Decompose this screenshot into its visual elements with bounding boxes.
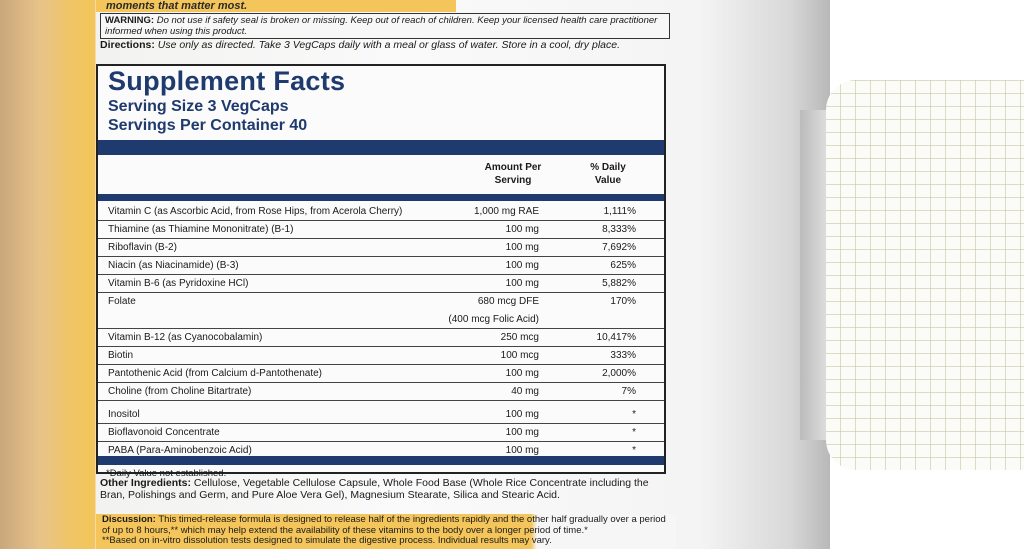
nutrient-name: Choline (from Choline Bitartrate)	[108, 386, 252, 397]
servings-per-container: Servings Per Container 40	[108, 117, 308, 134]
nutrient-name: Bioflavonoid Concentrate	[108, 427, 220, 438]
nutrient-amount: 100 mg	[505, 260, 539, 271]
nutrient-name: Folate	[108, 296, 136, 307]
serving-size: Serving Size 3 VegCaps	[108, 98, 289, 115]
nutrient-dv: *	[632, 409, 636, 420]
other-ingredients: Other Ingredients: Cellulose, Vegetable …	[100, 477, 670, 501]
nutrient-amount: 40 mg	[511, 386, 539, 397]
nutrient-dv: 10,417%	[596, 332, 636, 343]
nutrient-amount: 680 mcg DFE	[477, 296, 539, 307]
nutrient-amount: 100 mg	[505, 368, 539, 379]
facts-row: Folate 680 mcg DFE 170% (400 mcg Folic Acid…	[98, 293, 664, 329]
facts-row: Vitamin B-6 (as Pyridoxine HCl) 100 mg 5,8…	[98, 275, 664, 293]
nutrient-dv: 2,000%	[602, 368, 636, 379]
facts-row: Biotin 100 mcg 333%	[98, 347, 664, 365]
nutrient-amount-note: (400 mcg Folic Acid)	[448, 314, 539, 325]
nutrient-dv: 5,882%	[602, 278, 636, 289]
bottle-cap	[826, 80, 1024, 470]
nutrient-dv: *	[632, 445, 636, 456]
col-amount: Amount Per Serving	[484, 162, 542, 186]
divider-bar	[98, 194, 664, 201]
nutrient-name: Thiamine (as Thiamine Mononitrate) (B-1)	[108, 224, 294, 235]
nutrient-amount: 100 mg	[505, 409, 539, 420]
nutrient-amount: 100 mcg	[500, 350, 539, 361]
nutrient-amount: 1,000 mg RAE	[473, 206, 539, 217]
footnote: *Daily Value not established.	[106, 468, 227, 479]
facts-row: Inositol 100 mg *	[98, 406, 664, 424]
nutrient-amount: 100 mg	[505, 224, 539, 235]
nutrient-dv: 170%	[610, 296, 636, 307]
facts-row: Choline (from Choline Bitartrate) 40 mg 7%	[98, 383, 664, 401]
warning-text: Do not use if safety seal is broken or m…	[105, 15, 658, 37]
nutrient-dv: 1,111%	[603, 206, 636, 217]
discussion: Discussion: This timed-release formula i…	[96, 514, 676, 549]
divider-bar	[98, 456, 664, 465]
nutrient-name: Biotin	[108, 350, 134, 361]
divider-bar	[98, 140, 664, 155]
directions-text: Use only as directed. Take 3 VegCaps dai…	[154, 39, 620, 51]
facts-row: Vitamin B-12 (as Cyanocobalamin) 250 mcg 1…	[98, 329, 664, 347]
col-dv: % Daily Value	[590, 162, 626, 186]
nutrient-name: Inositol	[108, 409, 140, 420]
facts-row: Thiamine (as Thiamine Mononitrate) (B-1)…	[98, 221, 664, 239]
directions: Directions: Use only as directed. Take 3…	[100, 39, 670, 51]
nutrient-name: PABA (Para-Aminobenzoic Acid)	[108, 445, 252, 456]
discussion-note: **Based on in-vitro dissolution tests de…	[102, 535, 552, 546]
discussion-label: Discussion:	[102, 514, 156, 525]
nutrient-amount: 100 mg	[505, 278, 539, 289]
warning-label: WARNING:	[105, 15, 155, 26]
nutrient-dv: 7%	[621, 386, 636, 397]
facts-title: Supplement Facts	[108, 66, 346, 96]
nutrient-name: Vitamin C (as Ascorbic Acid, from Rose H…	[108, 206, 403, 217]
facts-row: Pantothenic Acid (from Calcium d-Pantoth…	[98, 365, 664, 383]
other-label: Other Ingredients:	[100, 477, 192, 489]
nutrient-dv: *	[632, 427, 636, 438]
warning-box: WARNING: Do not use if safety seal is br…	[100, 13, 670, 39]
other-text: Cellulose, Vegetable Cellulose Capsule, …	[100, 477, 649, 501]
nutrient-dv: 8,333%	[602, 224, 636, 235]
nutrient-amount: 100 mg	[505, 445, 539, 456]
nutrient-name: Niacin (as Niacinamide) (B-3)	[108, 260, 239, 271]
nutrient-name: Pantothenic Acid (from Calcium d-Pantoth…	[108, 368, 322, 379]
supplement-facts-panel: Supplement Facts Serving Size 3 VegCaps …	[96, 64, 666, 479]
nutrient-name: Vitamin B-6 (as Pyridoxine HCl)	[108, 278, 249, 289]
nutrient-amount: 100 mg	[505, 427, 539, 438]
nutrient-amount: 250 mcg	[500, 332, 539, 343]
banner-text: moments that matter most.	[96, 0, 456, 12]
banner-line: moments that matter most.	[106, 0, 248, 12]
facts-row: Bioflavonoid Concentrate 100 mg *	[98, 424, 664, 442]
nutrient-name: Riboflavin (B-2)	[108, 242, 177, 253]
facts-row: Riboflavin (B-2) 100 mg 7,692%	[98, 239, 664, 257]
nutrient-dv: 625%	[610, 260, 636, 271]
nutrient-name: Vitamin B-12 (as Cyanocobalamin)	[108, 332, 263, 343]
directions-label: Directions:	[100, 39, 155, 51]
discussion-text: This timed-release formula is designed t…	[102, 514, 666, 536]
nutrient-amount: 100 mg	[505, 242, 539, 253]
facts-row: Niacin (as Niacinamide) (B-3) 100 mg 625%	[98, 257, 664, 275]
nutrient-dv: 333%	[610, 350, 636, 361]
nutrient-dv: 7,692%	[602, 242, 636, 253]
facts-row: Vitamin C (as Ascorbic Acid, from Rose H…	[98, 203, 664, 221]
